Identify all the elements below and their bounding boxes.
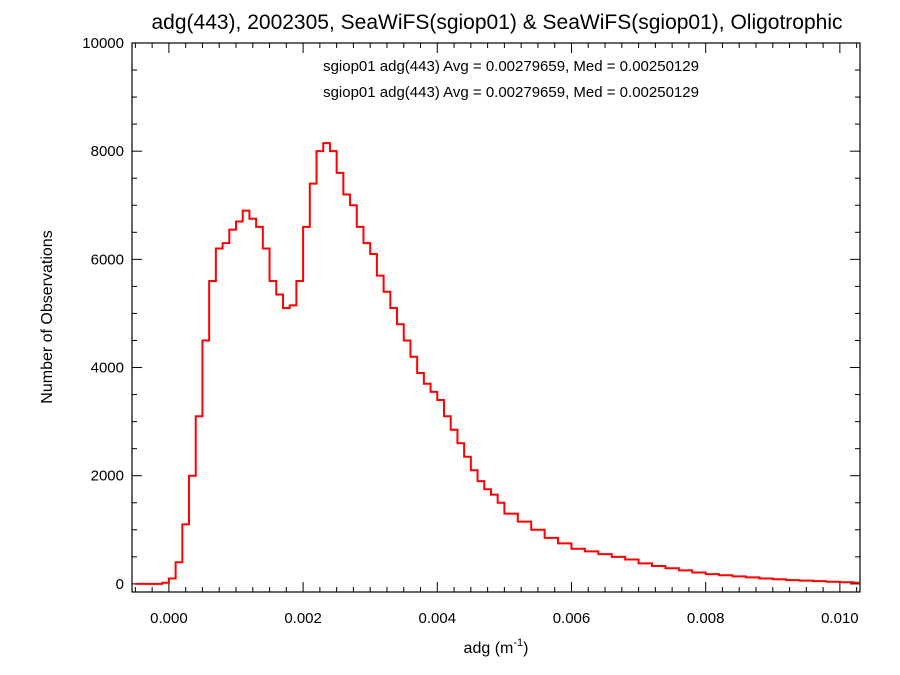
- x-tick-label: 0.008: [687, 610, 725, 627]
- y-tick-label: 10000: [82, 35, 124, 52]
- y-tick-label: 6000: [91, 251, 124, 268]
- y-tick-label: 0: [116, 576, 124, 593]
- y-axis-label: Number of Observations: [39, 230, 56, 403]
- x-axis-label: adg (m-1): [464, 637, 529, 657]
- y-tick-label: 2000: [91, 468, 124, 485]
- y-tick-label: 8000: [91, 143, 124, 160]
- x-tick-label: 0.000: [150, 610, 188, 627]
- x-tick-label: 0.004: [419, 610, 457, 627]
- legend-entry-red: sgiop01 adg(443) Avg = 0.00279659, Med =…: [323, 84, 699, 101]
- x-axis-ticks: 0.000 0.002 0.004 0.006 0.008 0.010: [134, 43, 859, 627]
- x-tick-label: 0.006: [553, 610, 591, 627]
- y-axis-ticks: 0 2000 4000 6000 8000 10000: [82, 35, 860, 593]
- chart-title: adg(443), 2002305, SeaWiFS(sgiop01) & Se…: [151, 11, 842, 34]
- series-line: [135, 142, 860, 585]
- x-tick-label: 0.002: [284, 610, 322, 627]
- x-tick-label: 0.010: [821, 610, 859, 627]
- plot-frame: [131, 42, 861, 593]
- legend-entry-black: sgiop01 adg(443) Avg = 0.00279659, Med =…: [323, 58, 699, 75]
- y-tick-label: 4000: [91, 360, 124, 377]
